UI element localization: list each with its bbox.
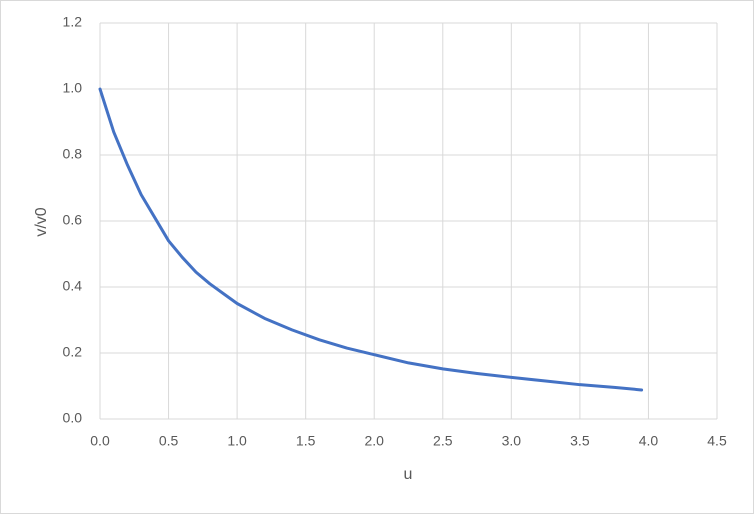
- y-tick-label: 1.0: [63, 80, 83, 96]
- x-tick-label: 4.0: [639, 433, 659, 449]
- y-tick-label: 0.6: [63, 212, 83, 228]
- x-tick-label: 4.5: [707, 433, 727, 449]
- y-tick-label: 0.0: [63, 410, 83, 426]
- x-axis-title: u: [404, 466, 413, 483]
- x-tick-label: 2.5: [433, 433, 453, 449]
- x-tick-label: 3.0: [502, 433, 522, 449]
- x-tick-label: 1.0: [227, 433, 247, 449]
- y-tick-label: 0.2: [63, 344, 83, 360]
- y-axis-title: v/v0: [33, 207, 50, 236]
- x-tick-label: 1.5: [296, 433, 316, 449]
- data-line: [98, 87, 644, 392]
- y-tick-label: 0.4: [63, 278, 83, 294]
- x-tick-label: 0.0: [90, 433, 110, 449]
- y-tick-label: 1.2: [63, 14, 83, 30]
- x-tick-label: 3.5: [570, 433, 590, 449]
- y-tick-label: 0.8: [63, 146, 83, 162]
- x-tick-label: 2.0: [364, 433, 384, 449]
- x-tick-label: 0.5: [159, 433, 179, 449]
